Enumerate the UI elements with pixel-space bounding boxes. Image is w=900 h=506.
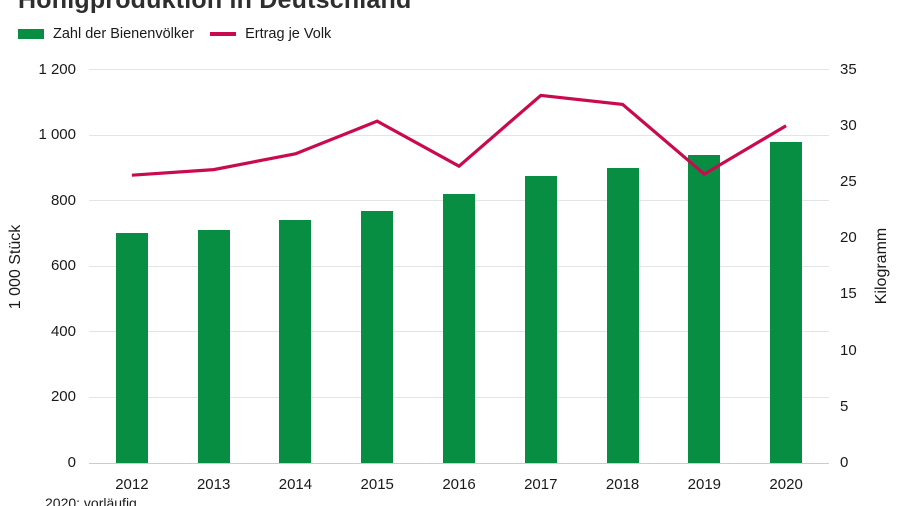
gridline [89, 462, 829, 464]
gridline [89, 134, 829, 136]
bar-2019 [688, 154, 721, 463]
y-axis-tick-left: 200 [50, 388, 76, 406]
y-axis-tick-right: 25 [840, 172, 857, 190]
legend-bar-label: Zahl der Bienenvölker [53, 26, 195, 42]
y-axis-tick-left: 400 [50, 322, 76, 340]
bar-2012 [115, 233, 148, 463]
bar-2016 [443, 194, 475, 463]
y-axis-tick-right: 5 [840, 397, 849, 415]
y-axis-tick-right: 10 [840, 341, 857, 359]
x-axis-tick: 2016 [442, 476, 476, 493]
bar-2014 [279, 220, 312, 463]
x-axis-tick: 2015 [360, 476, 394, 493]
x-axis-tick: 2019 [687, 476, 722, 493]
bar-2013 [197, 230, 230, 463]
bar-2017 [524, 176, 557, 463]
y-axis-tick-left: 0 [67, 454, 76, 471]
y-axis-tick-left: 800 [50, 191, 76, 209]
x-axis-tick: 2012 [115, 476, 149, 493]
x-axis-tick: 2014 [278, 476, 313, 493]
chart-title: Honigproduktion in Deutschland [18, 0, 412, 14]
gridline [89, 69, 829, 70]
y-axis-tick-left: 600 [50, 257, 76, 275]
y-axis-tick-right: 15 [840, 285, 857, 303]
chart-legend: Zahl der Bienenvölker Ertrag je Volk [18, 26, 331, 42]
bar-series-swatch-icon [18, 29, 44, 39]
bar-2015 [361, 210, 394, 463]
line-series-swatch-icon [210, 32, 237, 36]
x-axis-tick: 2017 [524, 476, 558, 493]
y-axis-tick-right: 30 [840, 116, 857, 134]
y-axis-tick-right: 0 [840, 454, 849, 471]
y-axis-tick-left: 1 000 [38, 126, 76, 144]
x-axis-tick: 2020 [769, 476, 803, 493]
legend-line-label: Ertrag je Volk [245, 26, 332, 42]
x-axis-tick: 2018 [605, 476, 640, 493]
bar-2018 [606, 167, 639, 463]
y-axis-tick-right: 35 [840, 60, 857, 78]
y-axis-tick-right: 20 [840, 229, 857, 247]
y-axis-tick-left: 1 200 [38, 60, 76, 78]
chart-footnote: 2020: vorläufig [45, 495, 137, 506]
x-axis-tick: 2013 [196, 476, 231, 493]
bar-2020 [770, 141, 803, 463]
